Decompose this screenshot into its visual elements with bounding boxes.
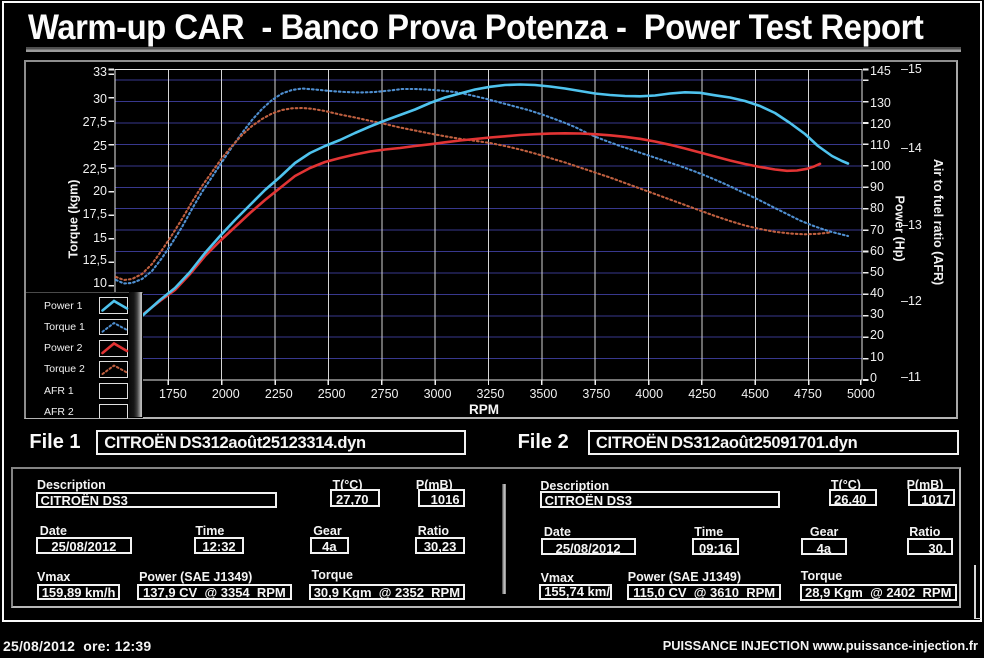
svg-text:Air to fuel ratio (AFR): Air to fuel ratio (AFR) (931, 159, 945, 285)
svg-text:Torque (kgm): Torque (kgm) (67, 180, 81, 259)
svg-text:Power (Hp): Power (Hp) (893, 196, 907, 262)
